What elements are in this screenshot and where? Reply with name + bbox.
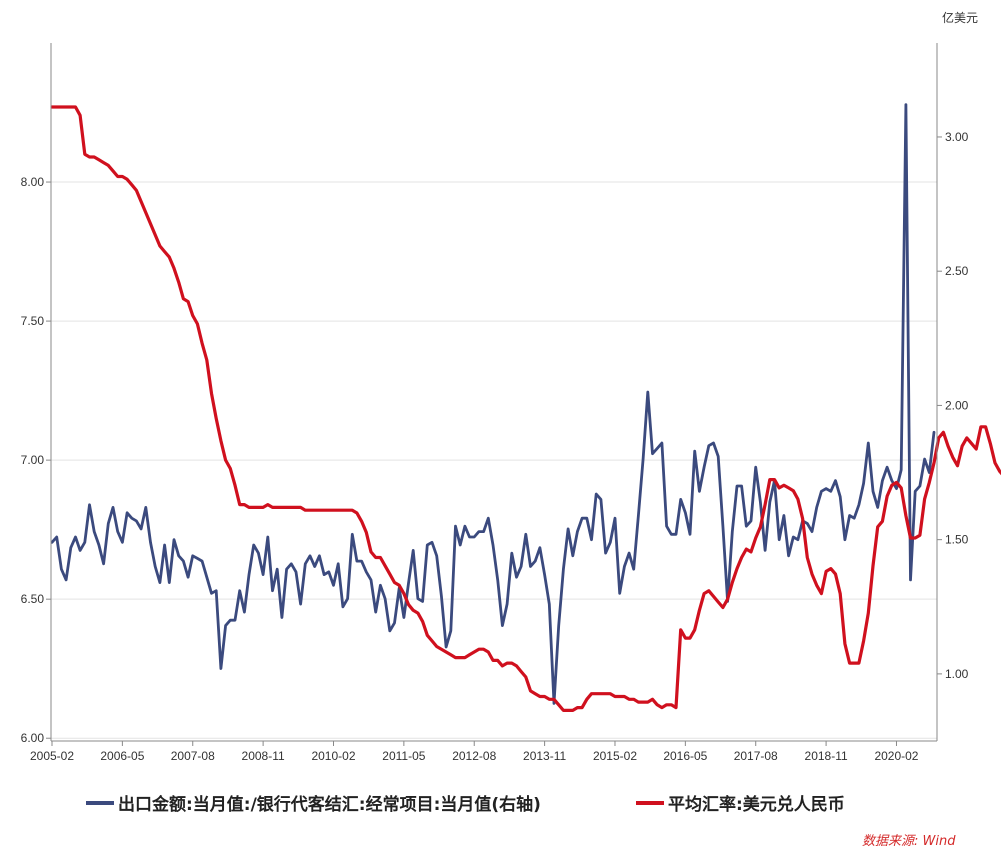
- x-tick-label: 2016-05: [663, 749, 707, 763]
- right-axis-unit: 亿美元: [942, 10, 978, 25]
- x-tick-label: 2008-11: [242, 749, 285, 763]
- left-axis-ticks: 6.00 6.50 7.00 7.50 8.00: [21, 175, 51, 745]
- right-tick-label: 2.00: [945, 398, 969, 412]
- left-tick-label: 7.00: [21, 453, 45, 467]
- series-line-export-ratio: [50, 103, 936, 705]
- right-tick-label: 1.00: [945, 667, 969, 681]
- right-axis-ticks: 1.00 1.50 2.00 2.50 3.00: [937, 130, 969, 681]
- legend-label-export-ratio: 出口金额:当月值:/银行代客结汇:经常项目:当月值(右轴): [118, 794, 541, 815]
- left-tick-label: 6.00: [21, 731, 45, 745]
- right-tick-label: 3.00: [945, 130, 969, 144]
- left-tick-label: 8.00: [21, 175, 45, 189]
- series-lines: [50, 103, 1001, 712]
- legend: 出口金额:当月值:/银行代客结汇:经常项目:当月值(右轴) 平均汇率:美元兑人民…: [86, 794, 845, 815]
- left-tick-label: 7.50: [21, 314, 45, 328]
- x-tick-label: 2005-02: [30, 749, 74, 763]
- x-tick-label: 2020-02: [874, 749, 918, 763]
- x-tick-label: 2017-08: [734, 749, 778, 763]
- grid-lines: [51, 181, 937, 739]
- legend-label-exchange-rate: 平均汇率:美元兑人民币: [668, 794, 845, 815]
- x-tick-label: 2012-08: [452, 749, 496, 763]
- x-tick-label: 2007-08: [171, 749, 215, 763]
- series-line-exchange-rate: [50, 105, 1001, 712]
- source-note: 数据来源: Wind: [862, 834, 956, 849]
- x-tick-label: 2011-05: [382, 749, 425, 763]
- right-tick-label: 2.50: [945, 264, 969, 278]
- x-tick-label: 2013-11: [523, 749, 566, 763]
- right-tick-label: 1.50: [945, 533, 969, 547]
- x-tick-label: 2006-05: [100, 749, 144, 763]
- legend-item-exchange-rate[interactable]: 平均汇率:美元兑人民币: [636, 794, 845, 815]
- x-tick-label: 2010-02: [311, 749, 355, 763]
- left-tick-label: 6.50: [21, 592, 45, 606]
- axes: [50, 43, 938, 742]
- x-tick-label: 2015-02: [593, 749, 637, 763]
- x-axis-ticks: 2005-02 2006-05 2007-08 2008-11 2010-02 2011-…: [30, 741, 919, 763]
- legend-item-export-ratio[interactable]: 出口金额:当月值:/银行代客结汇:经常项目:当月值(右轴): [86, 794, 541, 815]
- x-tick-label: 2018-11: [805, 749, 848, 763]
